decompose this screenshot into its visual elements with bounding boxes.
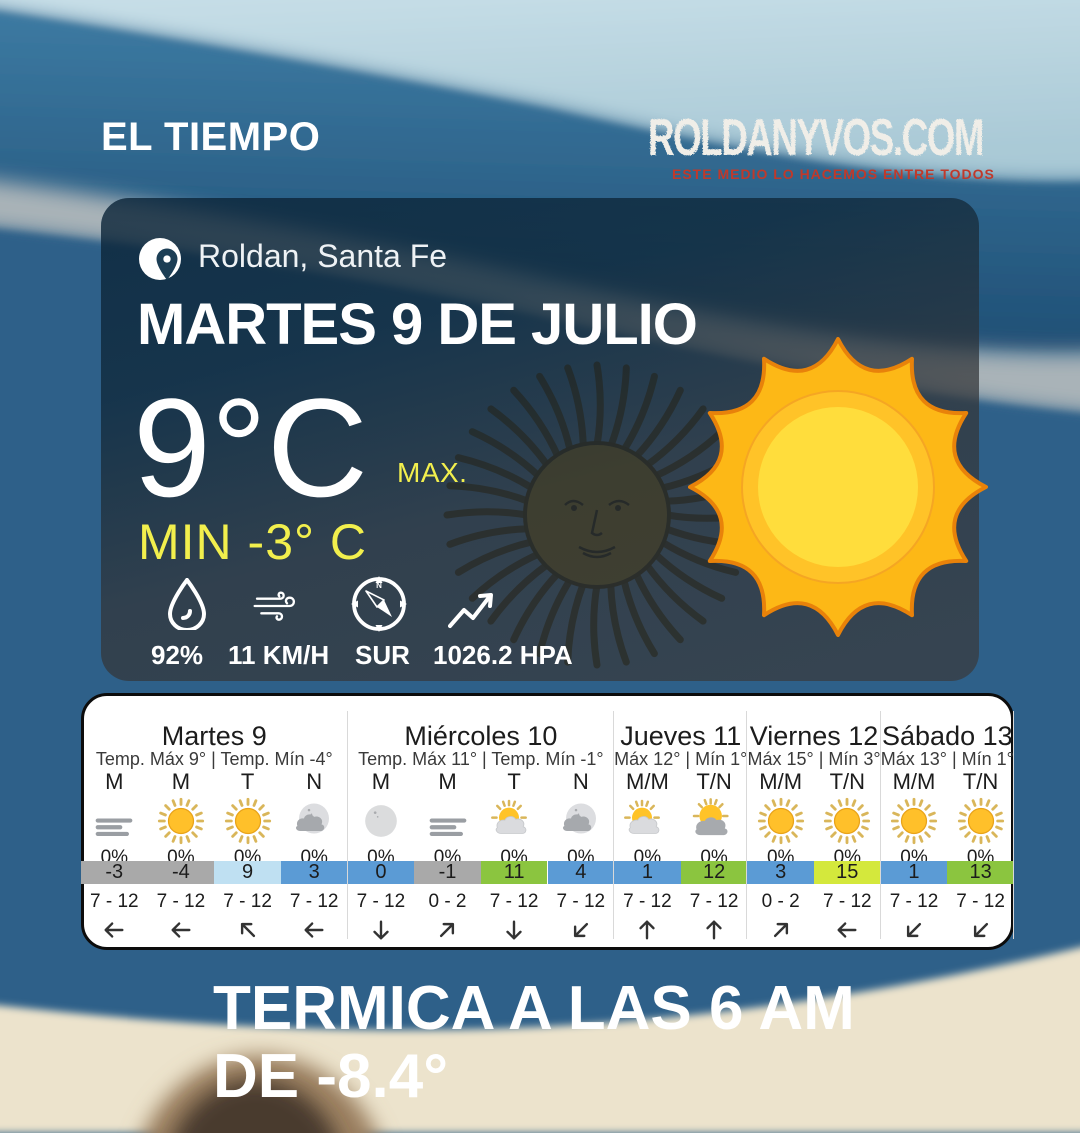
svg-text:ROLDANYVOS.COM: ROLDANYVOS.COM	[648, 109, 983, 167]
